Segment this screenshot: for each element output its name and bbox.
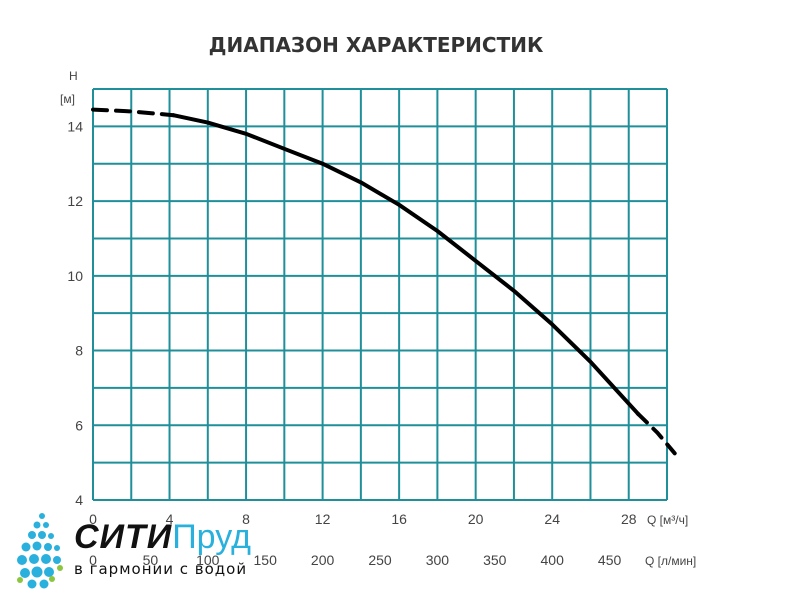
x-tick-label-lmin: 150 [254,552,278,568]
x-tick-label-m3h: 20 [468,511,484,527]
x-axis-label-lmin: Q [л/мин] [645,554,696,568]
x-tick-label-lmin: 0 [89,552,97,568]
x-tick-label-lmin: 350 [483,552,507,568]
x-tick-label-m3h: 16 [391,511,407,527]
x-tick-label-lmin: 200 [311,552,335,568]
curve-dashed-end [636,412,677,456]
x-tick-label-m3h: 0 [89,511,97,527]
y-tick-label: 8 [75,343,83,359]
x-tick-label-m3h: 4 [166,511,174,527]
curve-solid [171,113,641,417]
y-tick-labels: 4 6 8 10 12 14 [67,118,83,508]
water-drop-logo-icon [17,513,63,589]
y-tick-label: 12 [67,193,83,209]
y-tick-label: 6 [75,417,83,433]
logo-name: СИТИПруд [74,518,251,557]
curve-dashed-start [91,107,176,118]
x-tick-label-lmin: 250 [368,552,392,568]
x-tick-labels-m3h: 0 4 8 12 16 20 24 28 [89,511,637,527]
logo-name-part2: Пруд [172,518,251,556]
logo-name-part1: СИТИ [74,518,173,556]
x-tick-label-m3h: 28 [621,511,637,527]
x-tick-label-lmin: 400 [541,552,565,568]
x-tick-label-lmin: 450 [598,552,622,568]
logo-tagline: в гармонии с водой [74,560,248,578]
y-tick-label: 10 [67,268,83,284]
company-logo: СИТИПруд в гармонии с водой [8,508,298,594]
x-tick-label-lmin: 100 [196,552,220,568]
x-tick-label-m3h: 12 [315,511,331,527]
y-axis-unit: [м] [60,92,75,106]
chart-grid [92,88,668,501]
x-tick-label-m3h: 24 [544,511,560,527]
x-tick-labels-lmin: 0 50 100 150 200 250 300 350 400 450 [89,552,621,568]
y-tick-label: 4 [75,492,83,508]
chart-title: ДИАПАЗОН ХАРАКТЕРИСТИК [209,33,544,57]
y-tick-label: 14 [67,118,83,134]
x-tick-label-lmin: 50 [143,552,159,568]
x-axis-label-m3h: Q [м³/ч] [647,513,688,527]
y-axis-symbol: Н [69,69,78,83]
performance-curve [91,107,677,456]
x-tick-label-m3h: 8 [242,511,250,527]
x-tick-label-lmin: 300 [426,552,450,568]
